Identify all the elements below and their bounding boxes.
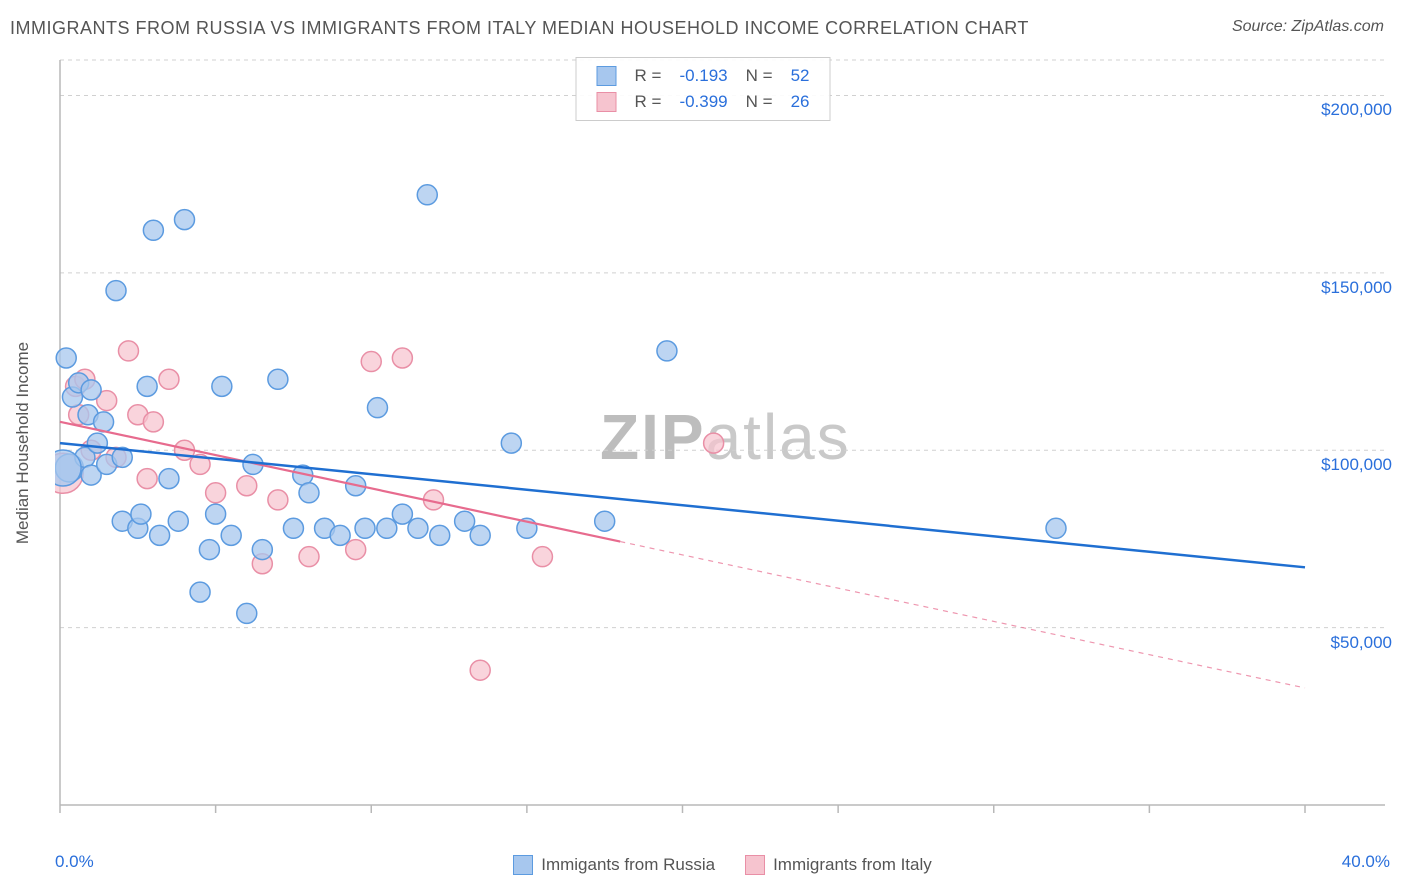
series-legend-item: Immigrants from Italy bbox=[745, 855, 932, 875]
legend-label: Immigrants from Italy bbox=[773, 855, 932, 875]
r-label: R = bbox=[627, 90, 670, 114]
legend-swatch bbox=[597, 92, 617, 112]
y-tick-label: $100,000 bbox=[1321, 455, 1392, 475]
series-legend-item: Immigants from Russia bbox=[513, 855, 715, 875]
n-value: 52 bbox=[783, 64, 818, 88]
correlation-legend-row: R =-0.193N =52 bbox=[589, 64, 818, 88]
legend-swatch bbox=[513, 855, 533, 875]
source-label: Source: bbox=[1232, 18, 1287, 35]
correlation-legend-row: R =-0.399N =26 bbox=[589, 90, 818, 114]
source-attribution: Source: ZipAtlas.com bbox=[1232, 18, 1384, 36]
correlation-legend: R =-0.193N =52R =-0.399N =26 bbox=[576, 57, 831, 121]
r-value: -0.399 bbox=[671, 90, 735, 114]
y-axis-label: Median Household Income bbox=[13, 341, 33, 543]
legend-swatch bbox=[745, 855, 765, 875]
chart-title: IMMIGRANTS FROM RUSSIA VS IMMIGRANTS FRO… bbox=[10, 18, 1029, 39]
scatter-svg bbox=[55, 55, 1390, 830]
plot-area bbox=[55, 55, 1390, 830]
y-axis-label-container: Median Household Income bbox=[8, 55, 38, 830]
n-label: N = bbox=[738, 90, 781, 114]
y-tick-label: $200,000 bbox=[1321, 100, 1392, 120]
r-value: -0.193 bbox=[671, 64, 735, 88]
y-tick-label: $50,000 bbox=[1331, 633, 1392, 653]
y-tick-label: $150,000 bbox=[1321, 278, 1392, 298]
series-legend: Immigants from Russia Immigrants from Ita… bbox=[55, 850, 1390, 880]
n-value: 26 bbox=[783, 90, 818, 114]
legend-label: Immigants from Russia bbox=[541, 855, 715, 875]
r-label: R = bbox=[627, 64, 670, 88]
legend-swatch bbox=[597, 66, 617, 86]
source-link[interactable]: ZipAtlas.com bbox=[1292, 18, 1384, 35]
n-label: N = bbox=[738, 64, 781, 88]
